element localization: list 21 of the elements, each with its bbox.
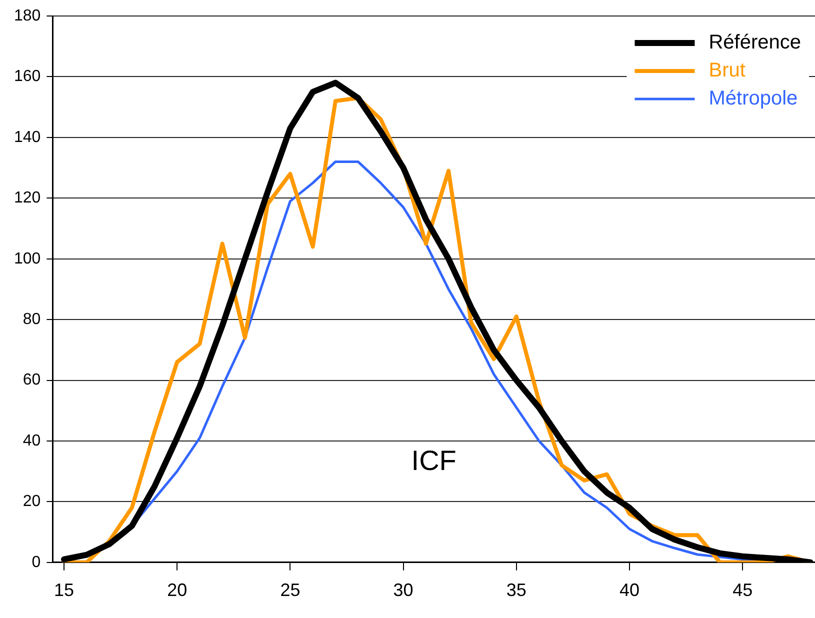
legend-label: Métropole	[708, 88, 798, 110]
x-tick-label: 25	[280, 580, 300, 600]
y-tick-label: 0	[32, 554, 41, 571]
annotation: ICF	[411, 445, 456, 476]
y-tick-label: 100	[14, 250, 41, 268]
legend-label: Référence	[708, 32, 802, 54]
x-tick-label: 30	[393, 580, 414, 600]
legend-label: Brut	[708, 60, 746, 82]
y-tick-label: 80	[22, 310, 41, 328]
x-tick-label: 15	[54, 580, 74, 600]
y-tick-label: 20	[22, 493, 41, 510]
y-tick-label: 140	[14, 128, 41, 146]
y-tick-label: 160	[14, 68, 41, 86]
x-tick-label: 40	[620, 580, 640, 600]
y-tick-label: 180	[14, 7, 41, 24]
x-tick-label: 35	[506, 580, 526, 600]
y-tick-label: 120	[14, 190, 41, 207]
x-tick-label: 45	[732, 580, 753, 600]
x-tick-label: 20	[167, 580, 188, 600]
y-tick-label: 60	[22, 372, 41, 389]
y-tick-label: 40	[22, 432, 41, 450]
